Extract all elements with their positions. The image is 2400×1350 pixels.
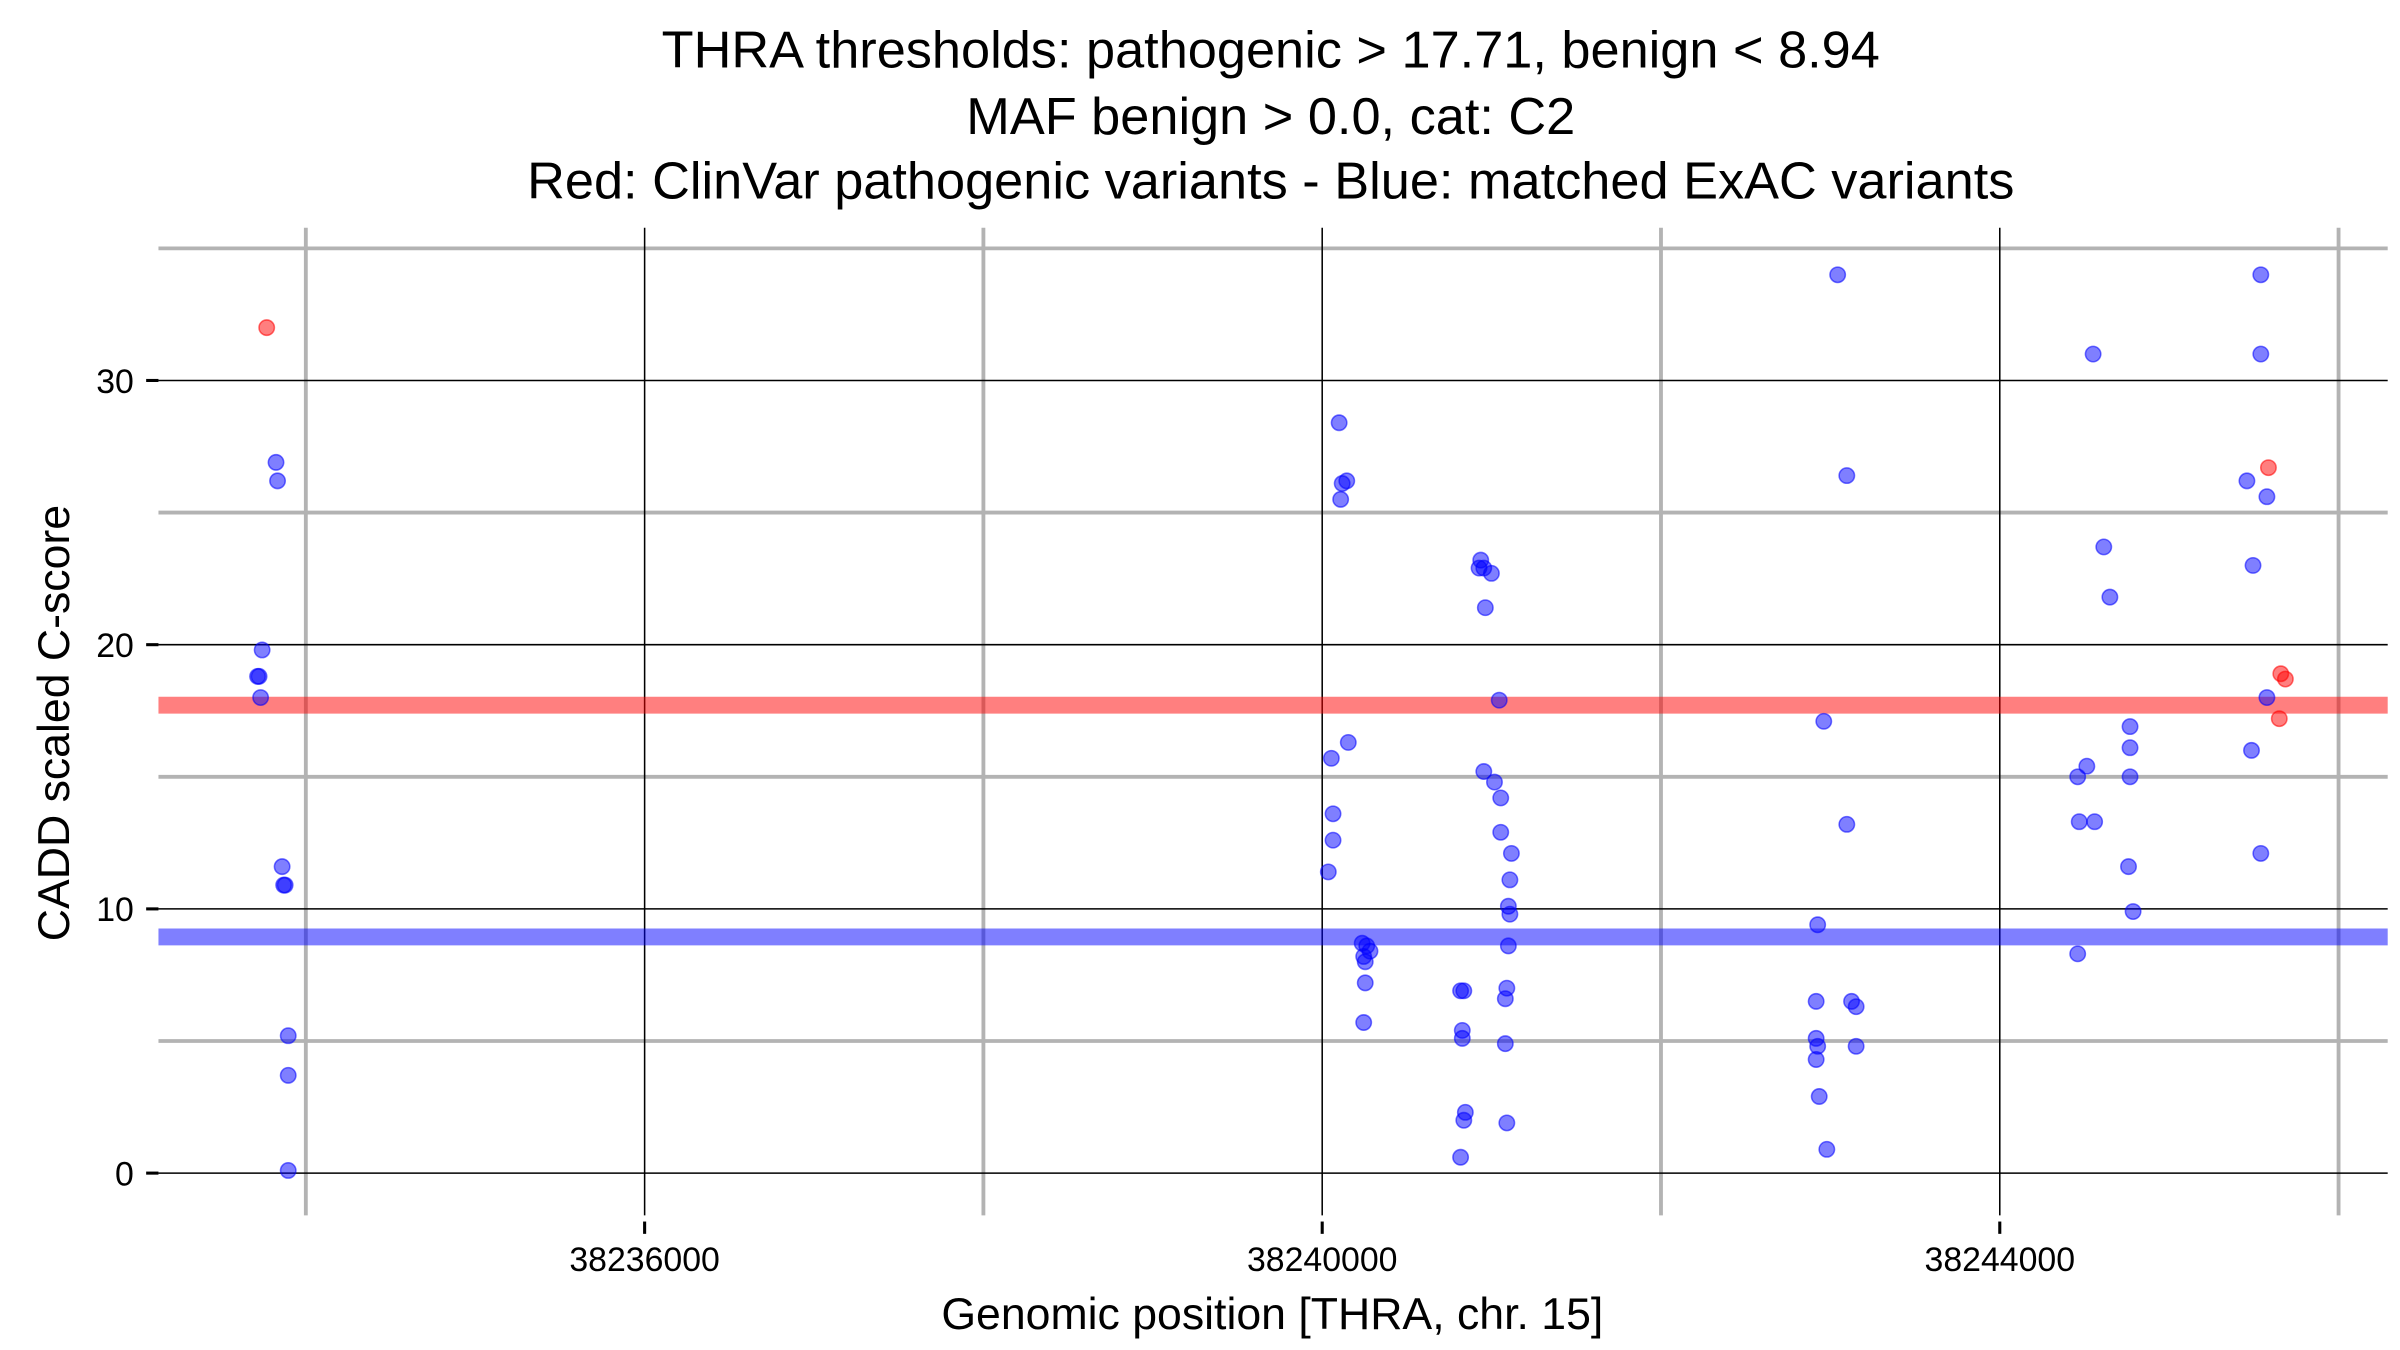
point-exac	[279, 1066, 297, 1084]
point-exac	[1319, 863, 1337, 881]
point-exac	[1498, 1114, 1516, 1132]
y-tick-label: 30	[96, 363, 134, 401]
point-exac	[2069, 945, 2087, 963]
point-exac	[1455, 1111, 1473, 1129]
point-exac	[2238, 472, 2256, 490]
point-exac	[2258, 689, 2276, 706]
point-exac	[2086, 813, 2104, 831]
chart-title-line-3: Red: ClinVar pathogenic variants - Blue:…	[527, 152, 2014, 210]
point-exac	[1339, 733, 1357, 751]
point-exac	[2095, 538, 2113, 556]
point-exac	[253, 641, 271, 659]
point-exac	[1496, 990, 1514, 1008]
point-exac	[1452, 1148, 1470, 1166]
point-exac	[1490, 691, 1508, 709]
point-exac	[2101, 588, 2119, 606]
point-exac	[1492, 789, 1510, 807]
point-exac	[2244, 556, 2262, 574]
point-exac	[2120, 858, 2137, 876]
point-exac	[1355, 947, 1373, 965]
point-exac	[1492, 823, 1510, 841]
point-exac	[1482, 564, 1500, 582]
point-exac	[1807, 1051, 1825, 1068]
point-exac	[252, 689, 270, 706]
point-exac	[1355, 1014, 1373, 1031]
y-tick-label: 0	[115, 1155, 134, 1193]
y-axis-label: CADD scaled C-score	[30, 505, 79, 941]
point-exac	[1324, 831, 1342, 849]
point-exac	[1847, 998, 1865, 1016]
point-exac	[1455, 982, 1473, 1000]
point-exac	[269, 472, 287, 490]
point-exac	[279, 1162, 297, 1179]
point-exac	[1476, 599, 1494, 617]
point-clinvar	[2259, 459, 2277, 477]
point-exac	[1324, 805, 1342, 823]
point-exac	[2121, 768, 2139, 786]
point-exac	[1501, 871, 1519, 889]
point-exac	[1332, 490, 1350, 508]
x-tick-label: 38244000	[1925, 1241, 2076, 1279]
point-exac	[1807, 992, 1825, 1010]
point-exac	[2252, 844, 2270, 862]
point-exac	[2069, 768, 2087, 786]
point-exac	[1838, 815, 1856, 833]
point-exac	[1502, 844, 1520, 862]
point-exac	[1809, 916, 1827, 934]
point-exac	[1815, 712, 1833, 730]
point-exac	[273, 858, 291, 876]
point-exac	[1338, 472, 1356, 490]
point-clinvar	[2270, 710, 2288, 728]
chart-title-line-2: MAF benign > 0.0, cat: C2	[966, 88, 1575, 146]
point-exac	[267, 453, 285, 471]
point-exac	[2070, 813, 2088, 831]
y-tick-label: 20	[96, 627, 134, 665]
point-exac	[1453, 1029, 1471, 1047]
point-exac	[1818, 1140, 1836, 1158]
grid	[158, 227, 2388, 1216]
point-exac	[279, 1027, 297, 1045]
point-clinvar	[258, 319, 276, 337]
point-exac	[2124, 903, 2142, 920]
point-exac	[1322, 749, 1340, 767]
data-points	[249, 266, 2294, 1179]
y-tick-label: 10	[96, 891, 134, 929]
x-axis-label: Genomic position [THRA, chr. 15]	[941, 1290, 1603, 1339]
point-exac	[1356, 974, 1374, 992]
point-clinvar	[2276, 670, 2294, 688]
point-exac	[1496, 1035, 1514, 1053]
point-exac	[1475, 763, 1493, 780]
point-exac	[1499, 937, 1517, 955]
point-exac	[2078, 757, 2096, 775]
threshold-lines	[158, 696, 2388, 946]
axes: 0 10 20 30 38236000 38240000 38244000	[96, 363, 2075, 1279]
point-exac	[2084, 345, 2102, 363]
point-exac	[1330, 414, 1348, 432]
chart-title-line-1: THRA thresholds: pathogenic > 17.71, ben…	[662, 22, 1880, 80]
point-exac	[2121, 739, 2139, 757]
point-exac	[2243, 741, 2260, 759]
point-exac	[1486, 773, 1503, 791]
x-tick-label: 38240000	[1247, 1241, 1398, 1279]
point-exac	[1829, 266, 1847, 284]
point-exac	[1501, 905, 1519, 923]
point-exac	[1847, 1037, 1865, 1055]
point-exac	[2252, 266, 2270, 284]
point-exac	[2252, 345, 2270, 363]
point-exac	[2121, 718, 2139, 736]
point-exac	[250, 667, 268, 685]
point-exac	[1810, 1088, 1828, 1105]
point-exac	[2258, 488, 2276, 506]
x-tick-label: 38236000	[569, 1241, 720, 1279]
point-exac	[1838, 467, 1856, 485]
point-exac	[276, 876, 294, 894]
